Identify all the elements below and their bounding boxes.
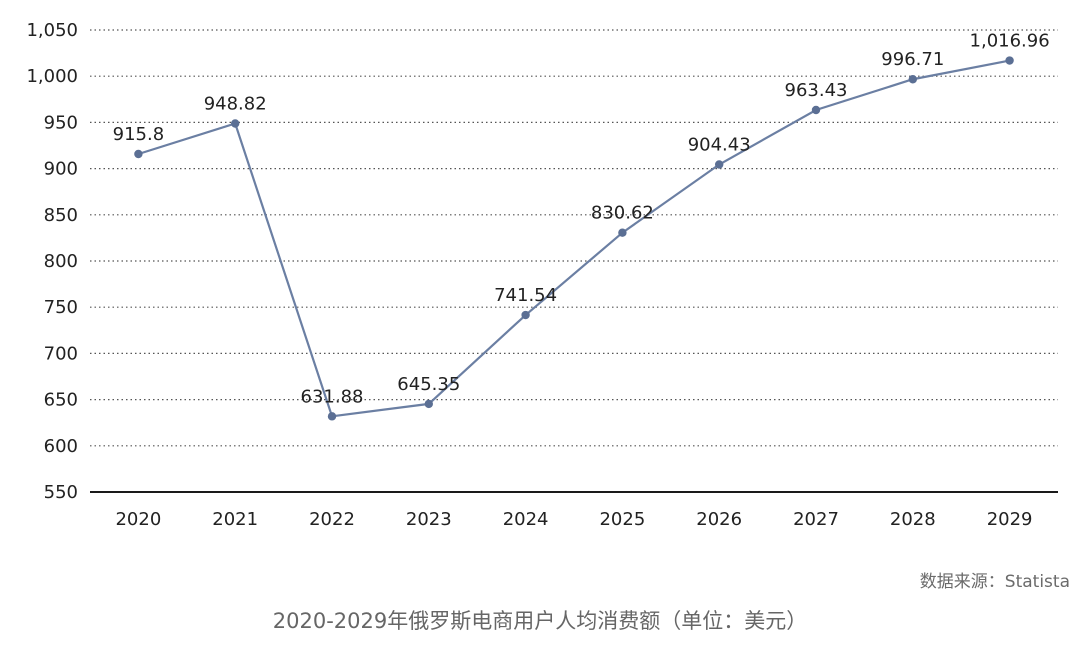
data-point [327,412,337,421]
x-axis-ticks: 2020 2021 2022 2023 2024 2025 2026 2027 2028 2029 [115,509,1032,530]
data-label: 904.43 [688,135,751,156]
y-tick-label: 550 [44,482,78,503]
x-tick-label: 2022 [309,509,355,530]
x-tick-label: 2027 [793,509,839,530]
data-point [231,119,240,128]
data-point [811,105,821,115]
source-note: 数据来源：Statista [919,572,1070,592]
data-label: 1,016.96 [970,31,1050,52]
y-axis-ticks: 550 600 650 700 750 800 850 900 950 1,000 1,050 [26,20,78,503]
y-tick-label: 750 [44,297,78,318]
data-label: 948.82 [204,93,267,114]
y-tick-label: 800 [44,251,78,272]
y-tick-label: 850 [44,205,78,226]
line-chart: 550 600 650 700 750 800 850 900 950 1,000 1,050 20… [26,20,1058,530]
data-point [521,310,530,320]
data-point [1005,56,1014,65]
data-label: 631.88 [301,386,364,407]
x-tick-label: 2020 [115,509,161,530]
data-label: 830.62 [591,203,654,224]
data-point [715,160,724,169]
gridlines [90,29,1058,447]
x-tick-label: 2023 [406,509,452,530]
chart-caption: 2020-2029年俄罗斯电商用户人均消费额（单位：美元） [272,609,808,633]
data-label: 915.8 [113,124,165,145]
y-tick-label: 900 [44,159,78,180]
x-tick-label: 2029 [987,509,1033,530]
x-tick-label: 2021 [212,509,258,530]
x-tick-label: 2026 [696,509,742,530]
y-tick-label: 650 [44,390,78,411]
data-point [424,399,433,409]
data-labels: 915.8 948.82 631.88 645.35 741.54 830.62 904.4… [113,31,1050,408]
x-tick-label: 2025 [599,509,645,530]
x-tick-label: 2024 [503,509,549,530]
data-label: 741.54 [494,285,557,306]
y-tick-label: 950 [44,112,78,133]
y-tick-label: 700 [44,343,78,364]
series-line [138,59,1010,418]
y-tick-label: 1,000 [26,66,78,87]
y-tick-label: 600 [44,436,78,457]
data-markers [134,56,1014,421]
x-tick-label: 2028 [890,509,936,530]
data-label: 996.71 [881,49,944,70]
data-label: 963.43 [785,80,848,101]
y-tick-label: 1,050 [26,20,78,41]
data-point [908,75,917,84]
data-label: 645.35 [397,374,460,395]
data-point [134,149,143,159]
data-point [618,228,627,237]
